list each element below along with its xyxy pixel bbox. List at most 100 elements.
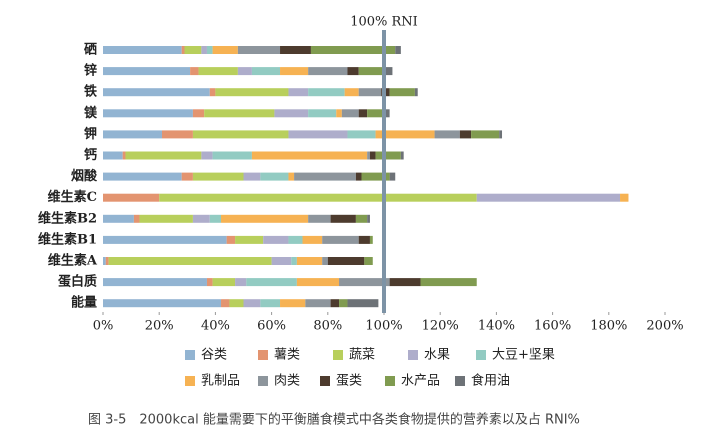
bar-segment <box>201 46 207 54</box>
legend-swatch <box>320 376 330 386</box>
x-tick-label: 160% <box>534 319 571 334</box>
legend-swatch <box>476 350 486 360</box>
reference-label: 100% RNI <box>350 15 418 30</box>
bar-segment <box>358 67 384 76</box>
legend-label: 薯类 <box>274 348 300 363</box>
bar-segment <box>400 151 404 160</box>
bar-segment <box>364 257 373 265</box>
bar-segment <box>133 214 140 223</box>
bar-segment <box>344 88 359 97</box>
bar-segment <box>389 88 415 97</box>
bar-segment <box>221 214 309 223</box>
bar-segment <box>336 109 342 118</box>
category-label: 蛋白质 <box>58 274 97 290</box>
bar-segment <box>103 235 227 244</box>
x-tick-label: 20% <box>145 319 174 334</box>
bar-segment <box>229 299 244 308</box>
legend-label: 水产品 <box>401 374 440 389</box>
bar-segment <box>280 299 306 308</box>
bar-segment <box>246 278 297 287</box>
bar-segment <box>251 151 368 160</box>
bar-segment <box>105 257 109 265</box>
bar-segment <box>108 257 272 265</box>
bar-segment <box>327 257 365 265</box>
bar-segment <box>103 130 163 139</box>
bar-segment <box>369 151 376 160</box>
legend-swatch <box>258 376 268 386</box>
bar-segment <box>471 130 500 139</box>
legend-label: 食用油 <box>471 373 510 389</box>
bar-segment <box>198 67 238 76</box>
bar-segment <box>308 109 337 118</box>
bar-segment <box>263 235 289 244</box>
bar-segment <box>347 299 379 308</box>
bar-segment <box>243 172 261 181</box>
bar-segment <box>103 299 222 308</box>
bar-segment <box>181 46 185 54</box>
bar-segment <box>184 46 202 54</box>
category-label: 钾 <box>84 126 97 142</box>
bar-segment <box>103 193 160 202</box>
bar-segment <box>209 88 216 97</box>
bar-segment <box>192 109 205 118</box>
bar-segment <box>221 299 230 308</box>
bar-segment <box>280 46 311 54</box>
bar-segment <box>389 172 396 181</box>
bar-segment <box>367 151 370 160</box>
bar-segment <box>122 151 126 160</box>
x-tick-label: 180% <box>590 319 627 334</box>
bar-segment <box>308 214 331 223</box>
bar-segment <box>103 172 182 181</box>
category-label: 维生素C <box>48 189 97 205</box>
legend-swatch <box>185 350 195 360</box>
bar-segment <box>358 235 370 244</box>
bar-segment <box>288 172 295 181</box>
bar-segment <box>190 67 199 76</box>
legend-label: 蛋类 <box>336 374 362 389</box>
category-label: 钙 <box>84 147 97 163</box>
bar-segment <box>103 278 207 287</box>
bar-segment <box>159 193 477 202</box>
legend-swatch <box>455 376 465 386</box>
x-tick-label: 0% <box>93 319 114 334</box>
bar-segment <box>322 235 359 244</box>
category-label: 锌 <box>84 63 97 79</box>
bar-segment <box>310 46 396 54</box>
legend-label: 蔬菜 <box>349 348 375 363</box>
bar-segment <box>305 299 331 308</box>
x-tick-label: 60% <box>257 319 286 334</box>
legend-swatch <box>385 376 395 386</box>
bar-segment <box>341 109 359 118</box>
bar-segment <box>212 46 238 54</box>
bar-segment <box>389 278 421 287</box>
bar-segment <box>375 151 401 160</box>
bar-segment <box>414 88 418 97</box>
bar-segment <box>280 67 309 76</box>
bar-segment <box>322 257 328 265</box>
bar-segment <box>212 151 252 160</box>
caption: 图 3-5 2000kcal 能量需要下的平衡膳食模式中各类食物提供的营养素以及… <box>88 412 580 428</box>
bar-segment <box>235 278 247 287</box>
bar-segment <box>355 214 368 223</box>
bar-segment <box>103 257 106 265</box>
bar-segment <box>260 299 281 308</box>
bar-segment <box>395 46 401 54</box>
bar-segment <box>476 193 621 202</box>
x-tick-label: 80% <box>313 319 342 334</box>
bar-segment <box>347 67 359 76</box>
category-label: 维生素B2 <box>38 210 97 226</box>
bar-segment <box>294 172 356 181</box>
category-label: 维生素B1 <box>38 231 97 247</box>
bar-segment <box>206 278 213 287</box>
bar-segment <box>308 88 345 97</box>
x-tick-label: 100% <box>365 319 402 334</box>
bar-segment <box>103 88 210 97</box>
bar-segment <box>206 46 213 54</box>
bar-segment <box>125 151 202 160</box>
bar-segment <box>251 67 281 76</box>
bar-segment <box>103 214 134 223</box>
bar-segment <box>226 235 236 244</box>
bar-segment <box>330 299 340 308</box>
legend-swatch <box>408 350 418 360</box>
legend-label: 水果 <box>424 348 450 363</box>
